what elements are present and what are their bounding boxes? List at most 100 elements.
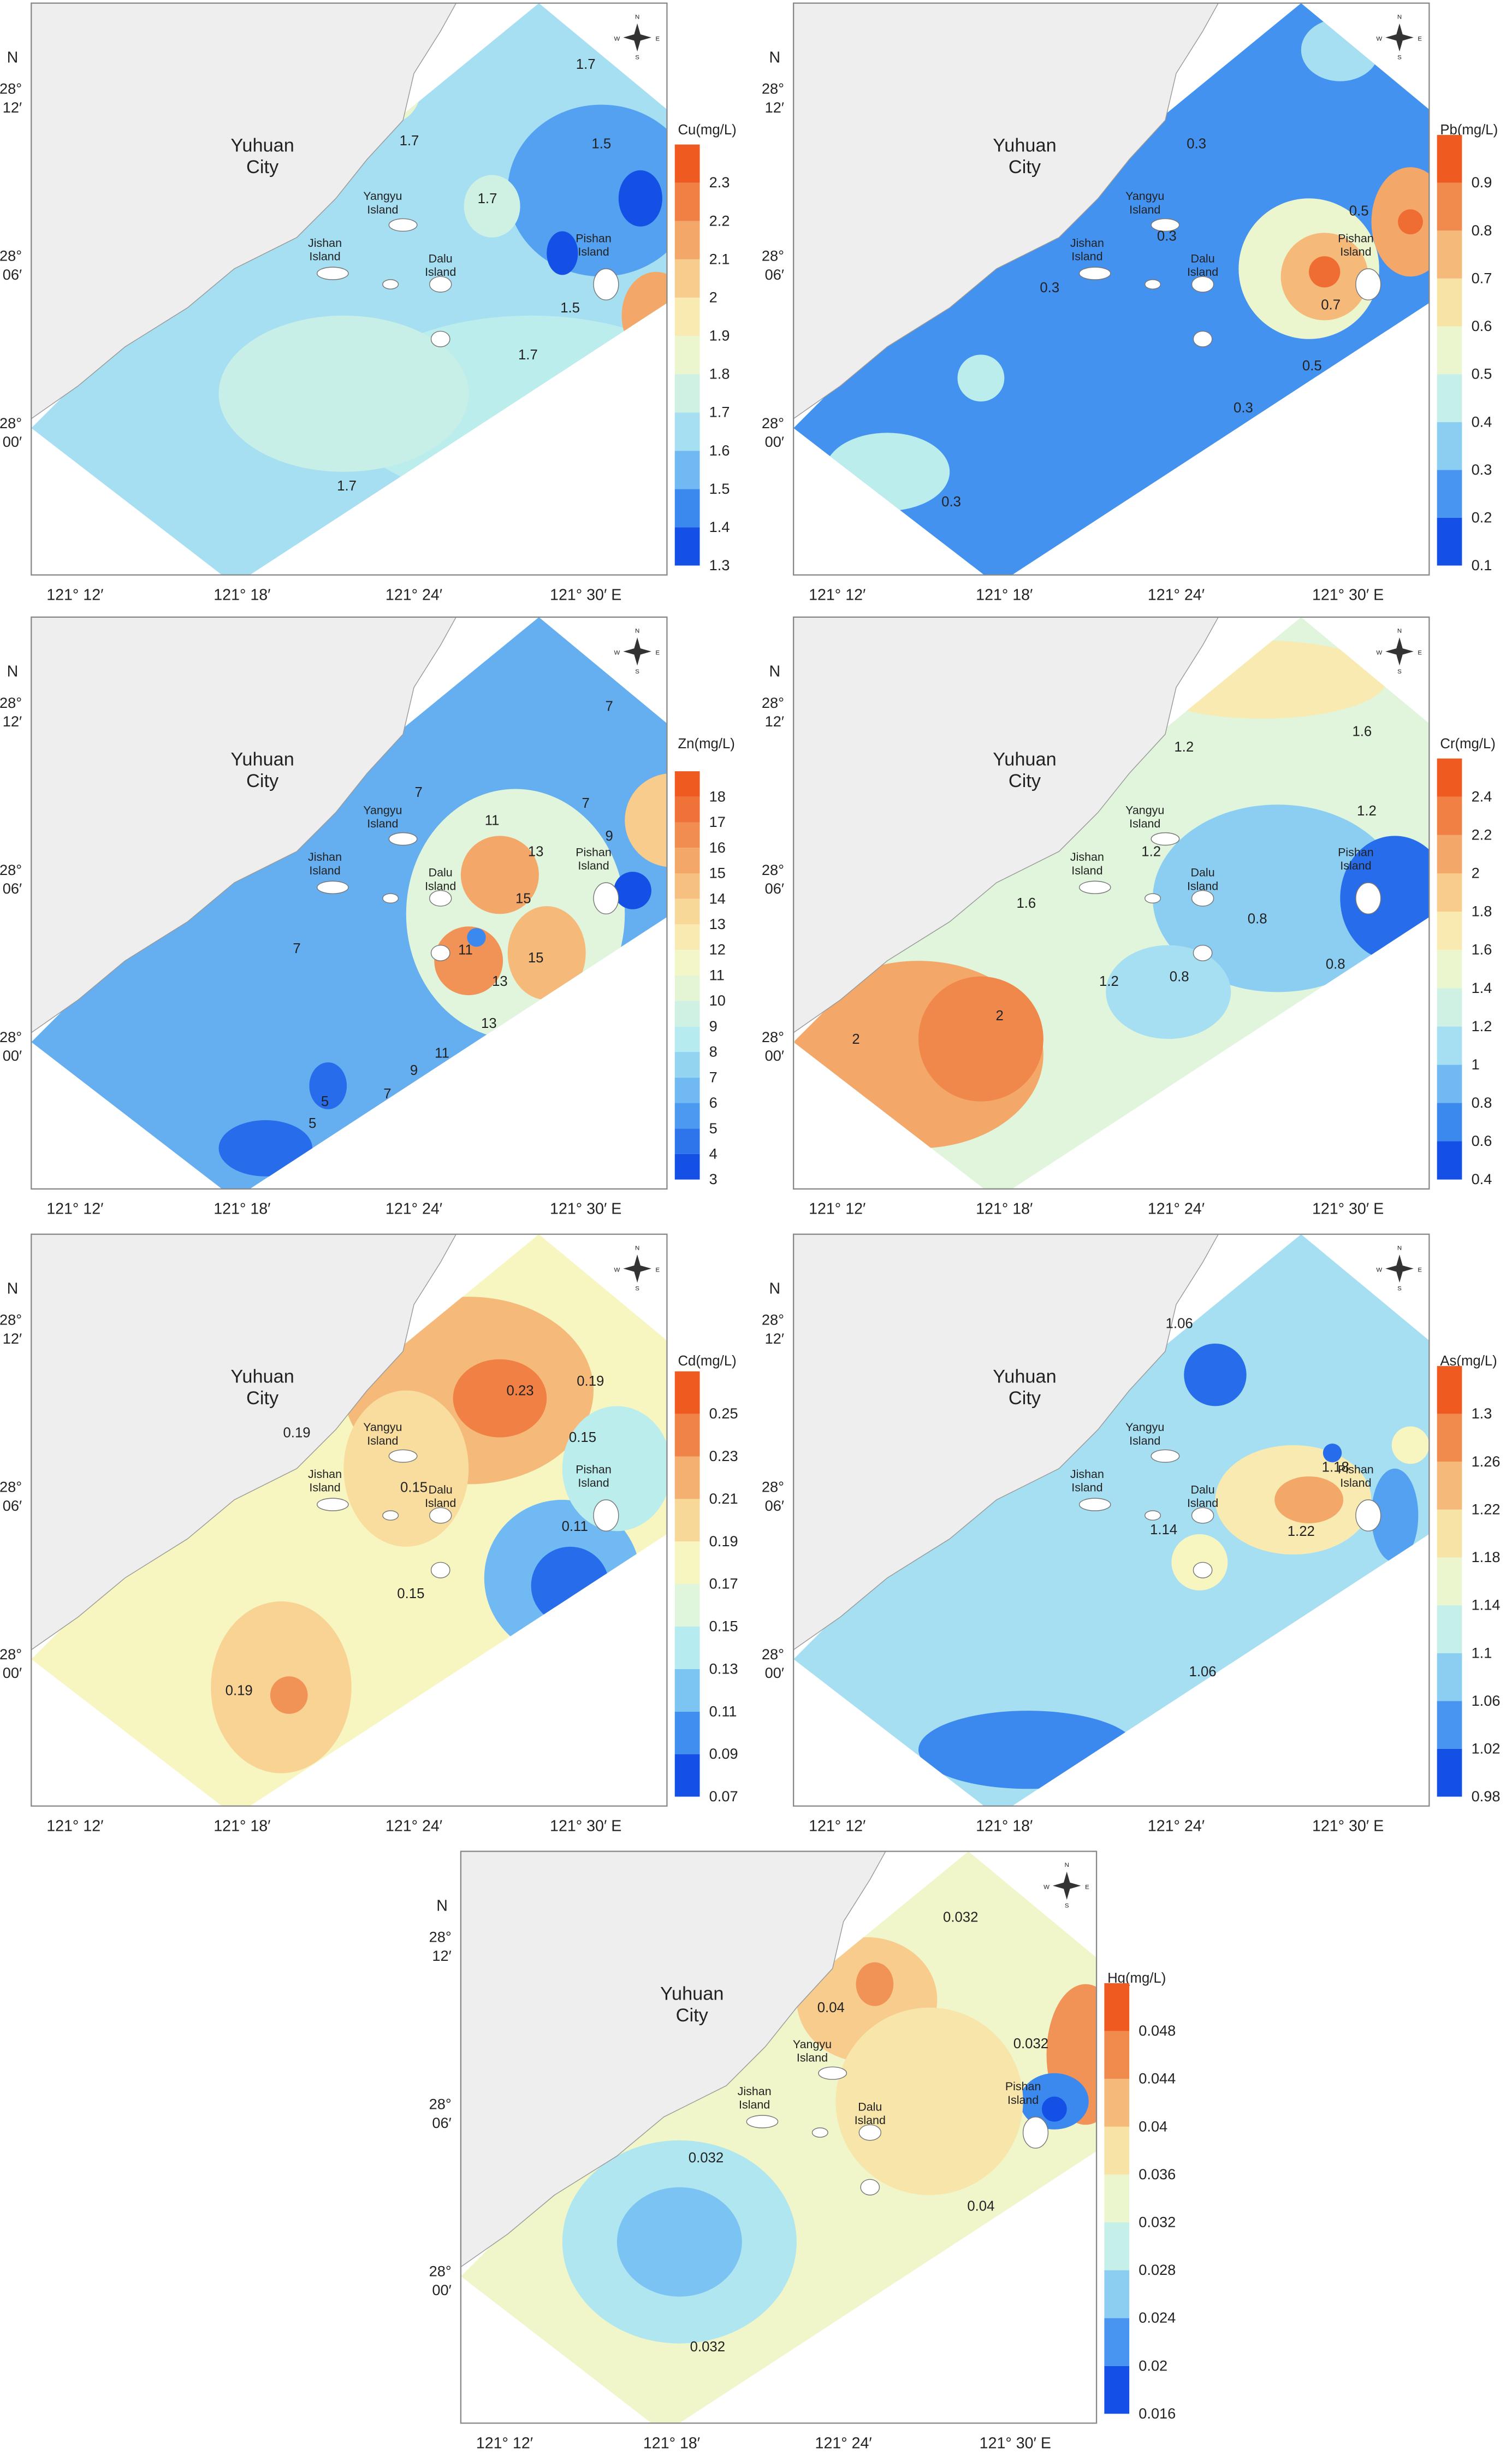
contour-label: 0.032 <box>690 2339 725 2355</box>
colorbar-tick: 1.8 <box>709 365 730 382</box>
compass-rose <box>1385 637 1414 666</box>
colorbar-box <box>1437 422 1462 470</box>
y-tick-label: 06′ <box>765 1497 784 1514</box>
x-tick-label: 121° 18′ <box>976 1201 1033 1218</box>
y-tick-label: 12′ <box>765 1330 784 1347</box>
y-tick-label: 00′ <box>765 1047 784 1064</box>
island <box>1191 1507 1214 1524</box>
colorbar-box <box>1437 1065 1462 1103</box>
compass: N S W E <box>1043 1862 1089 1909</box>
island <box>388 1449 418 1463</box>
island <box>429 1507 452 1524</box>
y-tick-label: 00′ <box>432 2281 451 2298</box>
colorbar-tick: 13 <box>709 915 726 932</box>
colorbar-box <box>1437 988 1462 1027</box>
contour-label: 9 <box>605 829 613 844</box>
contour-label: 7 <box>582 796 590 811</box>
colorbar-tick: 0.19 <box>709 1533 738 1550</box>
contour-label: 1.5 <box>560 300 580 316</box>
colorbar-tick: 0.024 <box>1139 2309 1176 2326</box>
island <box>1193 1562 1213 1578</box>
legend-title: Cu(mg/L) <box>678 122 736 138</box>
place-name: Yangyu <box>1125 1421 1164 1434</box>
sea-base <box>793 1234 1430 1806</box>
colorbar-tick: 0.15 <box>709 1618 738 1635</box>
place-name: Island <box>1340 1476 1371 1489</box>
place-name: Island <box>309 250 340 263</box>
compass-rose <box>623 1254 651 1283</box>
island <box>860 2179 880 2196</box>
colorbar-box <box>1437 1509 1462 1558</box>
colorbar-box <box>674 1103 700 1129</box>
place-name: Yangyu <box>363 803 402 817</box>
island <box>388 832 418 846</box>
contour-zone <box>547 231 578 275</box>
contour-zone <box>825 433 950 511</box>
contour-label: 0.3 <box>1234 400 1253 416</box>
compass-letter: W <box>1043 1884 1049 1890</box>
place-name: Jishan <box>308 850 342 864</box>
compass: N S W E <box>614 14 660 61</box>
contour-label: 0.3 <box>1040 280 1059 295</box>
colorbar-box <box>674 1001 700 1027</box>
colorbar-tick: 2 <box>1472 865 1480 882</box>
place-name: Jishan <box>1070 1468 1104 1481</box>
y-tick-label: 28° <box>762 247 784 264</box>
island <box>1355 268 1381 300</box>
contour-label: 0.23 <box>507 1383 534 1398</box>
place-name: Island <box>1007 2094 1039 2107</box>
contour-zone <box>1274 1476 1344 1523</box>
island <box>430 1562 450 1578</box>
compass-letter: N <box>1397 14 1402 20</box>
contour-zone <box>464 175 520 238</box>
contour-zone <box>616 2187 742 2297</box>
colorbar-box <box>674 412 700 451</box>
colorbar-tick: 0.032 <box>1139 2214 1176 2231</box>
contour-label: 0.032 <box>689 2150 724 2166</box>
y-tick-label: 28° <box>762 415 784 431</box>
colorbar-box <box>674 950 700 975</box>
land <box>793 3 1219 419</box>
colorbar-box <box>1437 1462 1462 1510</box>
island <box>382 279 399 289</box>
x-tick-label: 121° 24′ <box>1148 1201 1205 1218</box>
contour-zone <box>835 2007 1023 2195</box>
place-name: Island <box>855 2114 886 2127</box>
contour-label: 5 <box>309 1116 316 1131</box>
contour-label: 0.5 <box>1349 204 1369 219</box>
place-name: Island <box>1071 250 1102 263</box>
colorbar-box <box>674 1754 700 1797</box>
colorbar-tick: 0.6 <box>1472 317 1492 334</box>
island <box>818 2066 847 2080</box>
y-tick-label: 00′ <box>3 1664 22 1681</box>
colorbar-tick: 1.8 <box>1472 903 1492 920</box>
y-tick-label: 28° <box>0 694 22 711</box>
place-name: Island <box>367 203 398 216</box>
colorbar-tick: 0.13 <box>709 1660 738 1677</box>
contour-label: 1.7 <box>400 133 419 149</box>
island <box>429 276 452 293</box>
map-panel: N S W E 121° 12′ 121° 18′ 121° 24′ 121° 30′ E N 2… <box>762 1233 1500 1835</box>
contour-label: 7 <box>293 941 300 956</box>
colorbar-box <box>674 297 700 336</box>
contour-label: 11 <box>435 1046 449 1061</box>
colorbar-tick: 18 <box>709 788 726 805</box>
island <box>317 1498 349 1511</box>
colorbar-tick: 0.7 <box>1472 269 1492 286</box>
y-tick-label: 28° <box>0 1028 22 1045</box>
colorbar-box <box>1104 2318 1130 2366</box>
island <box>429 890 452 907</box>
sea-base <box>31 617 667 1189</box>
y-tick-label: 00′ <box>765 1664 784 1681</box>
colorbar-box <box>1437 517 1462 566</box>
colorbar-box <box>1437 796 1462 835</box>
island <box>317 880 349 894</box>
y-tick-label: 00′ <box>3 433 22 450</box>
compass-letter: S <box>1397 669 1402 675</box>
contour-label: 1.6 <box>1352 724 1372 739</box>
colorbar-tick: 1.3 <box>709 557 730 573</box>
compass-letter: N <box>1397 628 1402 634</box>
y-tick-label: 28° <box>762 1646 784 1663</box>
colorbar-tick: 15 <box>709 865 726 882</box>
